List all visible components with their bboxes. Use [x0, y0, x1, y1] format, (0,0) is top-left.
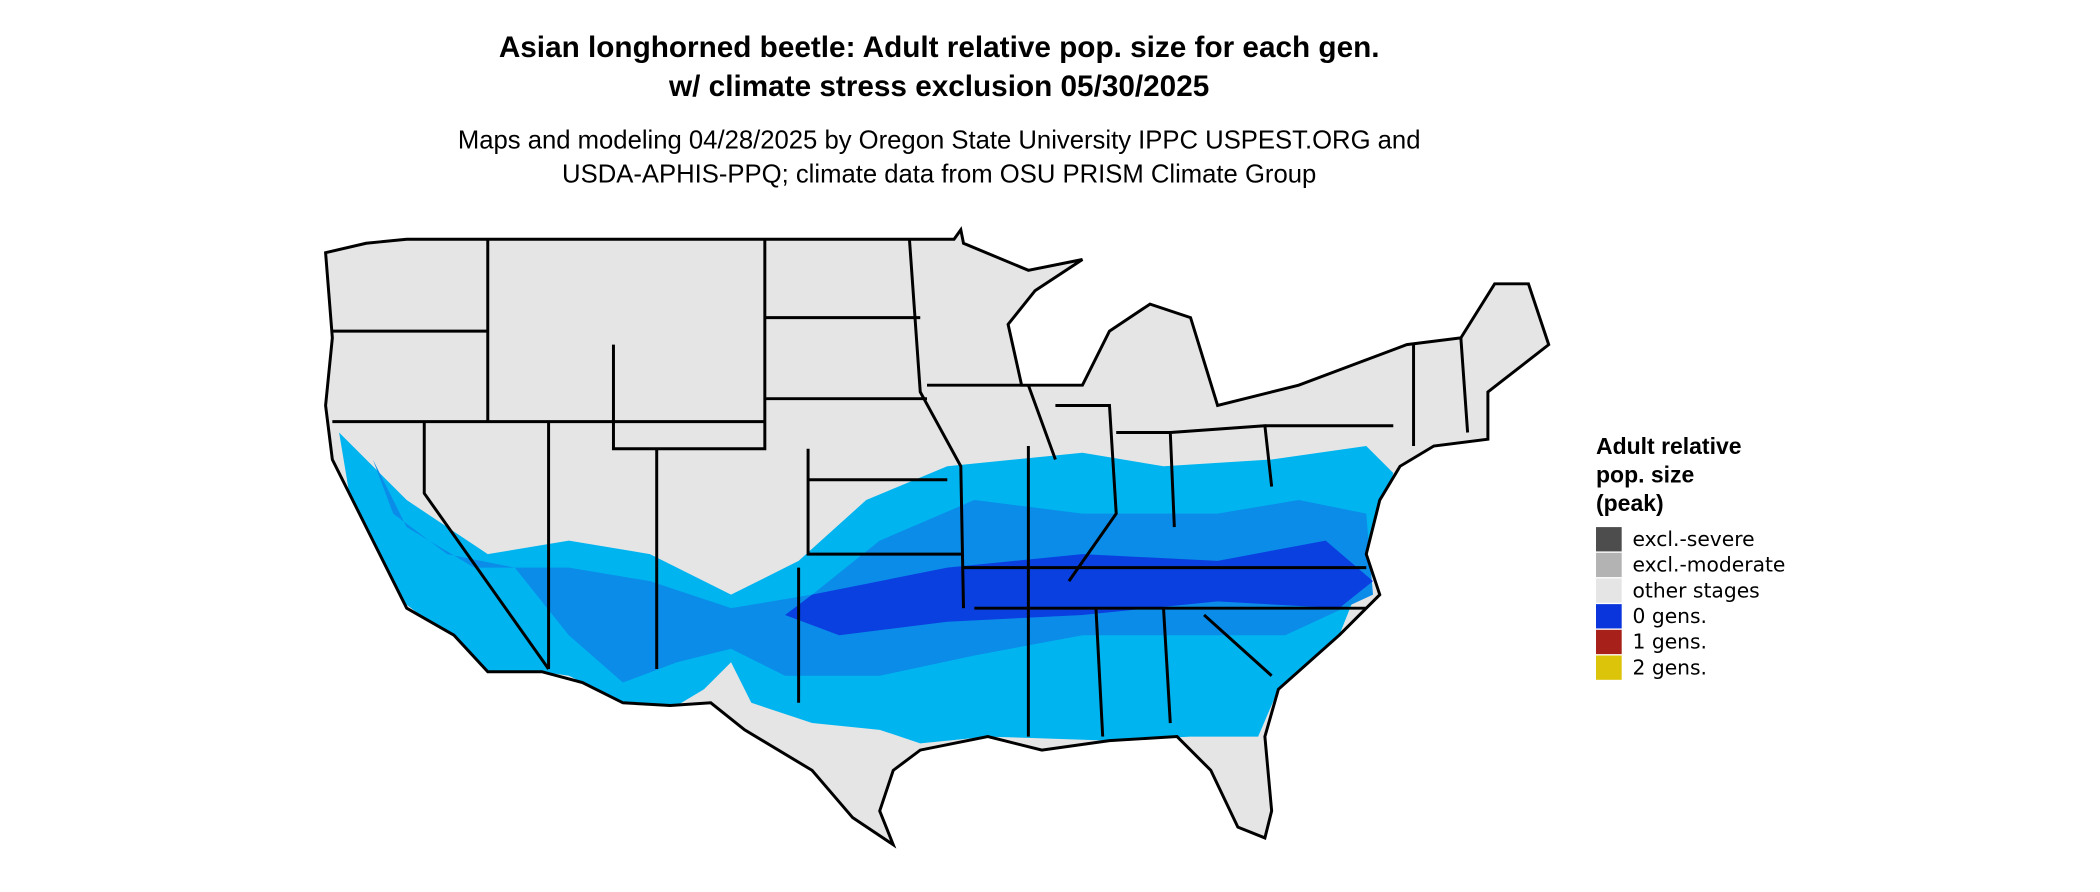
map-area — [325, 229, 1549, 845]
legend-swatch — [1596, 527, 1622, 552]
legend-swatch — [1596, 655, 1622, 680]
title-line: Asian longhorned beetle: Adult relative … — [499, 31, 1380, 64]
legend-label: 0 gens. — [1633, 604, 1708, 628]
legend-swatch — [1596, 604, 1622, 629]
state-borders — [332, 239, 1470, 737]
legend-label: 1 gens. — [1633, 630, 1708, 654]
zone-dark — [785, 540, 1374, 636]
legend-label: other stages — [1633, 578, 1760, 602]
subtitle-line: Maps and modeling 04/28/2025 by Oregon S… — [458, 127, 1421, 155]
legend-title: (peak) — [1596, 490, 1664, 516]
legend-label: excl.-severe — [1633, 527, 1755, 551]
legend-title: pop. size — [1596, 461, 1694, 487]
zone-medium — [372, 459, 1374, 683]
legend-swatch — [1596, 552, 1622, 578]
legend-label: excl.-moderate — [1633, 553, 1786, 577]
subtitle-line: USDA-APHIS-PPQ; climate data from OSU PR… — [562, 160, 1316, 188]
title-line: w/ climate stress exclusion 05/30/2025 — [668, 70, 1209, 103]
legend-label: 2 gens. — [1633, 655, 1708, 679]
legend-title: Adult relative — [1596, 433, 1742, 459]
legend-swatch — [1596, 629, 1622, 655]
legend-swatch — [1596, 578, 1622, 603]
